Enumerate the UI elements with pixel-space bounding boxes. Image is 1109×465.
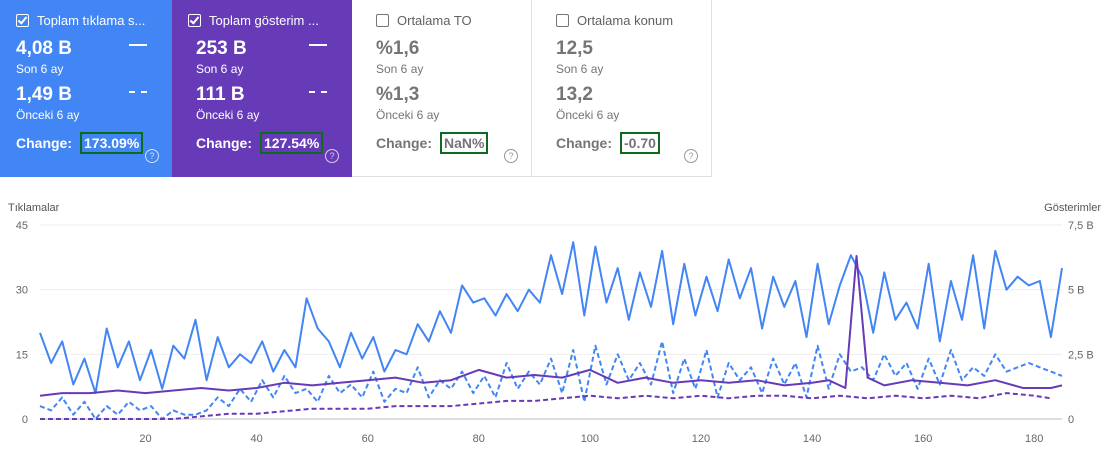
- change-row: Change: 127.54%: [196, 132, 324, 154]
- change-value: NaN%: [440, 132, 489, 154]
- dashed-line-legend-icon: [129, 91, 147, 93]
- right-tick-label: 0: [1068, 414, 1074, 426]
- card-average-ctr[interactable]: Ortalama TO %1,6 Son 6 ay %1,3 Önceki 6 …: [352, 0, 532, 177]
- chart-plot[interactable]: 0 0 15 2,5 B 30 5 B 45 7,5 B 20 40 60 80 100 120 140 16…: [0, 190, 1109, 465]
- series-line-impressions_current: [39, 255, 1063, 397]
- change-value: 173.09%: [80, 132, 144, 154]
- solid-line-legend-icon: [129, 44, 147, 46]
- metric-cards: Toplam tıklama s... 4,08 B Son 6 ay 1,49…: [0, 0, 712, 177]
- right-tick-label: 2,5 B: [1068, 349, 1094, 361]
- previous-value: 111 B: [196, 84, 245, 105]
- previous-period: Önceki 6 ay: [16, 108, 80, 122]
- performance-chart: Tıklamalar Gösterimler 0 0 15 2,5 B 30 5 B 45 7…: [0, 190, 1109, 465]
- help-icon[interactable]: ?: [145, 149, 159, 163]
- help-icon[interactable]: ?: [684, 149, 698, 163]
- change-row: Change: NaN%: [376, 132, 489, 154]
- current-period: Son 6 ay: [556, 62, 604, 76]
- previous-period: Önceki 6 ay: [556, 108, 620, 122]
- change-label: Change:: [376, 135, 432, 151]
- right-tick-label: 5 B: [1068, 285, 1085, 297]
- left-tick-label: 0: [22, 414, 28, 426]
- help-icon[interactable]: ?: [504, 149, 518, 163]
- x-tick-label: 80: [473, 433, 485, 445]
- card-label: Toplam gösterim ...: [209, 12, 319, 28]
- change-value: 127.54%: [260, 132, 324, 154]
- x-tick-label: 40: [250, 433, 262, 445]
- series-line-clicks_previous: [39, 340, 1063, 420]
- previous-period: Önceki 6 ay: [376, 108, 440, 122]
- previous-value: %1,3: [376, 84, 420, 105]
- solid-line-legend-icon: [309, 44, 327, 46]
- card-label: Ortalama konum: [577, 12, 674, 28]
- x-tick-label: 160: [914, 433, 932, 445]
- left-tick-label: 45: [16, 220, 28, 232]
- left-axis-title: Tıklamalar: [8, 202, 60, 214]
- x-tick-label: 20: [139, 433, 151, 445]
- left-tick-label: 15: [16, 349, 28, 361]
- card-header[interactable]: Ortalama TO: [376, 11, 531, 29]
- previous-value: 1,49 B: [16, 84, 72, 105]
- dashed-line-legend-icon: [309, 91, 327, 93]
- x-tick-label: 140: [803, 433, 821, 445]
- current-value: 12,5: [556, 38, 593, 59]
- x-tick-label: 100: [581, 433, 599, 445]
- card-average-position[interactable]: Ortalama konum 12,5 Son 6 ay 13,2 Önceki…: [532, 0, 712, 177]
- checkbox-clicks[interactable]: [16, 13, 29, 27]
- change-label: Change:: [16, 135, 72, 151]
- x-tick-label: 180: [1025, 433, 1043, 445]
- change-label: Change:: [196, 135, 252, 151]
- check-icon: [17, 13, 28, 25]
- right-axis-title: Gösterimler: [1044, 202, 1101, 214]
- check-icon: [189, 13, 200, 25]
- current-period: Son 6 ay: [376, 62, 424, 76]
- card-total-impressions[interactable]: Toplam gösterim ... 253 B Son 6 ay 111 B…: [172, 0, 352, 177]
- current-period: Son 6 ay: [16, 62, 64, 76]
- current-value: 4,08 B: [16, 38, 72, 59]
- card-label: Toplam tıklama s...: [37, 12, 146, 28]
- card-header[interactable]: Toplam gösterim ...: [188, 11, 352, 29]
- change-row: Change: 173.09%: [16, 132, 144, 154]
- card-total-clicks[interactable]: Toplam tıklama s... 4,08 B Son 6 ay 1,49…: [0, 0, 172, 177]
- help-icon[interactable]: ?: [325, 149, 339, 163]
- checkbox-position[interactable]: [556, 13, 569, 27]
- right-tick-label: 7,5 B: [1068, 220, 1094, 232]
- series-line-clicks_current: [39, 241, 1063, 395]
- current-value: 253 B: [196, 38, 247, 59]
- checkbox-impressions[interactable]: [188, 13, 201, 27]
- current-value: %1,6: [376, 38, 420, 59]
- previous-period: Önceki 6 ay: [196, 108, 260, 122]
- card-label: Ortalama TO: [397, 12, 472, 28]
- current-period: Son 6 ay: [196, 62, 244, 76]
- x-tick-label: 120: [692, 433, 710, 445]
- card-header[interactable]: Ortalama konum: [556, 11, 711, 29]
- previous-value: 13,2: [556, 84, 593, 105]
- checkbox-ctr[interactable]: [376, 13, 389, 27]
- left-tick-label: 30: [16, 285, 28, 297]
- change-row: Change: -0.70: [556, 132, 660, 154]
- change-value: -0.70: [620, 132, 660, 154]
- x-tick-label: 60: [362, 433, 374, 445]
- change-label: Change:: [556, 135, 612, 151]
- card-header[interactable]: Toplam tıklama s...: [16, 11, 172, 29]
